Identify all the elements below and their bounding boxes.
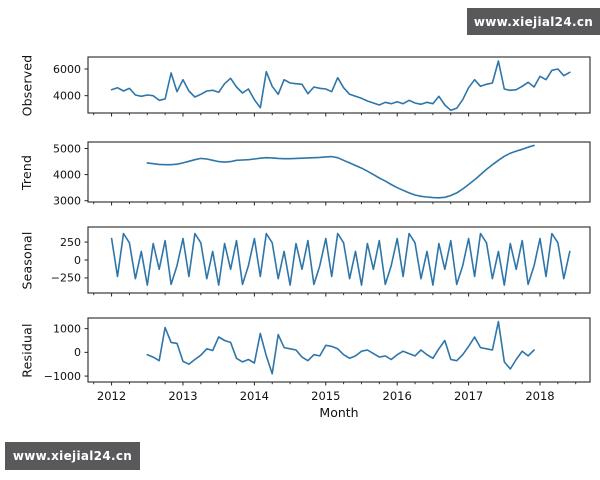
panel-bg-observed — [88, 57, 590, 113]
ytick-label-seasonal: 0 — [74, 254, 81, 267]
watermark-bottom: www.xiejial24.cn — [5, 442, 140, 470]
xaxis-label: Month — [319, 405, 359, 420]
ytick-label-observed: 4000 — [53, 89, 81, 102]
xtick-label: 2013 — [168, 389, 197, 403]
xtick-label: 2014 — [240, 389, 269, 403]
series-line-seasonal — [110, 232, 571, 286]
series-line-residual — [146, 320, 535, 375]
ytick-label-trend: 4000 — [53, 168, 81, 181]
watermark-top: www.xiejial24.cn — [467, 8, 600, 35]
panel-spines-observed — [87, 56, 591, 114]
series-line-trend — [146, 144, 535, 199]
xtick-label: 2017 — [454, 389, 483, 403]
xtick-label: 2018 — [525, 389, 554, 403]
panel-spines-trend — [87, 141, 591, 203]
ytick-label-residual: −1000 — [44, 370, 81, 383]
xtick-label: 2016 — [383, 389, 412, 403]
ytick-label-residual: 1000 — [53, 322, 81, 335]
xtick-label: 2012 — [97, 389, 126, 403]
panel-bg-trend — [88, 142, 590, 202]
ytick-label-trend: 5000 — [53, 142, 81, 155]
ytick-label-trend: 3000 — [53, 194, 81, 207]
panel-spines-seasonal — [87, 226, 591, 294]
series-line-observed — [110, 60, 571, 112]
ytick-label-seasonal: 250 — [60, 236, 81, 249]
ytick-label-seasonal: −250 — [51, 272, 81, 285]
ytick-label-residual: 0 — [74, 346, 81, 359]
panel-spines-residual — [87, 317, 591, 383]
xtick-label: 2015 — [311, 389, 340, 403]
ytick-label-observed: 6000 — [53, 63, 81, 76]
